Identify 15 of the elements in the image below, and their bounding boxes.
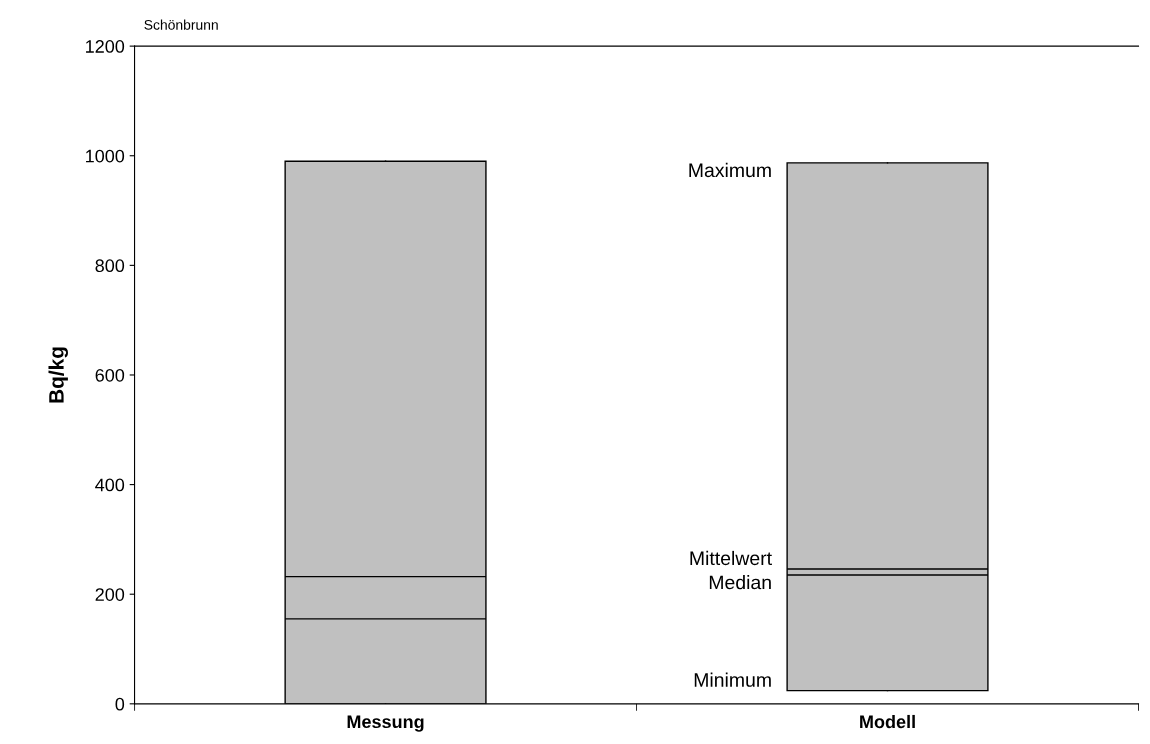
annotation: Maximum xyxy=(689,162,771,178)
annotation: Mittelwert xyxy=(690,550,772,566)
annotation: Median xyxy=(709,575,771,590)
y-tick-label: 1200 xyxy=(86,40,125,53)
y-tick-label: 1000 xyxy=(86,149,125,163)
x-tick-label: Messung xyxy=(347,715,424,732)
y-tick-label: 800 xyxy=(95,259,125,273)
annotation: Minimum xyxy=(694,672,771,687)
y-tick-label: 400 xyxy=(95,478,125,492)
y-tick-label: 200 xyxy=(95,588,125,601)
y-axis-title: Bq/kg xyxy=(48,347,68,403)
chart-title: Schönbrunn xyxy=(144,19,218,30)
x-tick-label: Modell xyxy=(860,714,915,729)
y-tick-label: 600 xyxy=(95,368,125,382)
y-tick-label: 0 xyxy=(115,697,125,711)
